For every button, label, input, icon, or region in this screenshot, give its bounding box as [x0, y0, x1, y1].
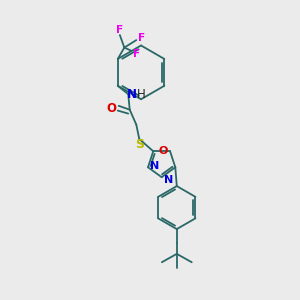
Text: O: O	[159, 146, 168, 156]
Text: H: H	[136, 88, 145, 101]
Text: O: O	[107, 102, 117, 115]
Text: N: N	[150, 161, 159, 171]
Text: F: F	[133, 49, 140, 58]
Text: S: S	[135, 138, 144, 152]
Text: N: N	[164, 175, 173, 184]
Text: F: F	[138, 33, 145, 43]
Text: N: N	[127, 88, 137, 101]
Text: F: F	[116, 25, 123, 35]
